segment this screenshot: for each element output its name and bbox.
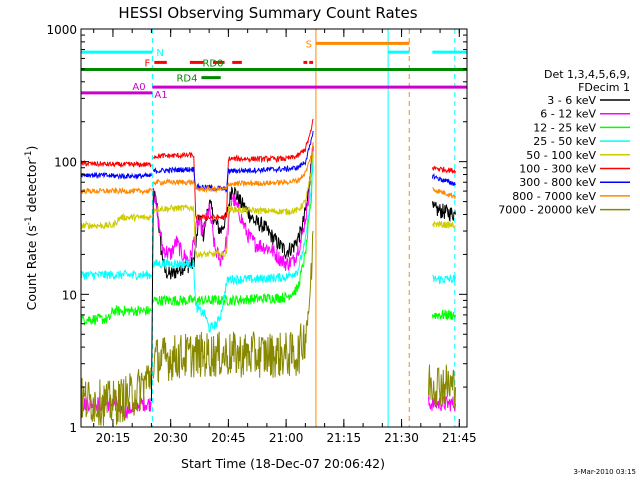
legend-label-6-12-kev: 6 - 12 keV	[540, 108, 596, 121]
series-25-50-kev-segment-3	[432, 273, 456, 285]
legend-label-100-300-kev: 100 - 300 keV	[519, 163, 596, 176]
series-12-25-kev-segment-3	[431, 309, 456, 322]
x-tick-label-21-30: 21:30	[384, 431, 419, 445]
flag-label-n: N	[156, 48, 163, 59]
series-50-100-kev-segment-1	[81, 212, 152, 230]
series-300-800-kev-segment-2	[152, 131, 314, 193]
y-tick-label-1000: 1000	[46, 23, 77, 37]
legend-label-3-6-kev: 3 - 6 keV	[547, 94, 596, 107]
series-3-6-kev-segment-1	[150, 146, 314, 402]
flag-label-rd0: RD0	[202, 59, 223, 70]
x-tick-label-20-45: 20:45	[211, 431, 246, 445]
series-3-6-kev	[150, 146, 456, 402]
y-tick-label-10: 10	[62, 288, 77, 302]
series-6-12-kev-segment-2	[152, 142, 314, 272]
flag-rd0: RD0	[81, 59, 467, 72]
series-100-300-kev	[81, 118, 456, 221]
series-800-7000-kev-segment-2	[152, 142, 314, 194]
y-axis-label-sup2: -1	[24, 151, 34, 160]
y-axis-label-part3: )	[24, 146, 39, 151]
series-7000-20000-kev-segment-3	[428, 364, 456, 409]
footer-timestamp: 3-Mar-2010 03:15	[574, 468, 636, 476]
series-7000-20000-kev-segment-1	[81, 365, 152, 426]
series-800-7000-kev-segment-3	[432, 187, 456, 201]
legend-header-line1: Det 1,3,4,5,6,9,	[544, 68, 630, 81]
legend-header-line2: FDecim 1	[578, 81, 630, 94]
legend-label-12-25-kev: 12 - 25 keV	[533, 121, 596, 134]
series-50-100-kev-segment-3	[432, 221, 456, 229]
flag-s: S	[306, 39, 410, 50]
series-12-25-kev-segment-2	[152, 156, 314, 307]
y-axis-label-sup1: -1	[24, 216, 34, 225]
flag-label-a1: A1	[154, 90, 167, 101]
series-800-7000-kev	[81, 142, 456, 201]
x-tick-label-21-15: 21:15	[327, 431, 362, 445]
flag-n: N	[81, 48, 467, 59]
y-tick-label-1: 1	[69, 421, 77, 435]
series-7000-20000-kev-segment-2	[152, 230, 314, 383]
series-300-800-kev-segment-1	[81, 171, 152, 180]
flag-rd4: RD4	[176, 74, 221, 85]
x-tick-label-21-45: 21:45	[442, 431, 477, 445]
series-300-800-kev-segment-3	[431, 172, 456, 187]
series-100-300-kev-segment-1	[81, 159, 152, 168]
flag-bars: NF S RD0 RD4 A0 A1	[81, 39, 467, 101]
x-tick-label-20-30: 20:30	[153, 431, 188, 445]
flag-label-a0: A0	[132, 82, 145, 93]
legend-label-800-7000-kev: 800 - 7000 keV	[512, 190, 596, 203]
legend-label-25-50-kev: 25 - 50 keV	[533, 135, 596, 148]
plot-frame	[80, 28, 468, 428]
x-tick-label-20-15: 20:15	[96, 431, 131, 445]
vertical-markers	[151, 29, 456, 427]
flag-a0: A0	[81, 82, 153, 95]
series-25-50-kev-segment-2	[153, 156, 314, 334]
flag-label-rd4: RD4	[176, 74, 197, 85]
flag-f: F	[145, 58, 314, 69]
legend-label-50-100-kev: 50 - 100 keV	[526, 149, 596, 162]
chart-title: HESSI Observing Summary Count Rates	[118, 4, 417, 22]
y-axis-label-part1: Count Rate (s	[24, 225, 39, 310]
series-group	[81, 118, 456, 426]
y-tick-label-100: 100	[54, 156, 77, 170]
series-800-7000-kev-segment-1	[81, 186, 152, 196]
series-50-100-kev	[81, 151, 456, 259]
flag-label-s: S	[306, 39, 312, 50]
axes: 20:15 20:30 20:45 21:00 21:15 21:30 21:45 1 10 10…	[46, 23, 476, 445]
series-12-25-kev	[81, 156, 456, 326]
x-axis-label: Start Time (18-Dec-07 20:06:42)	[181, 456, 385, 471]
series-7000-20000-kev	[81, 230, 456, 426]
series-50-100-kev-segment-2	[153, 151, 314, 259]
x-tick-label-21-00: 21:00	[269, 431, 304, 445]
series-100-300-kev-segment-2	[152, 118, 314, 221]
flag-label-f: F	[145, 58, 151, 69]
legend-label-300-800-kev: 300 - 800 keV	[519, 176, 596, 189]
y-axis-label-part2: detector	[24, 159, 39, 217]
series-100-300-kev-segment-3	[431, 165, 456, 174]
series-25-50-kev	[81, 156, 456, 334]
series-25-50-kev-segment-1	[81, 269, 152, 282]
flag-a1: A1	[152, 85, 467, 101]
legend-label-7000-20000-kev: 7000 - 20000 keV	[498, 204, 596, 217]
series-300-800-kev	[81, 131, 456, 193]
y-axis-label: Count Rate (s-1 detector-1)	[24, 146, 39, 311]
series-12-25-kev-segment-1	[81, 305, 152, 326]
series-3-6-kev-segment-2	[431, 201, 456, 223]
